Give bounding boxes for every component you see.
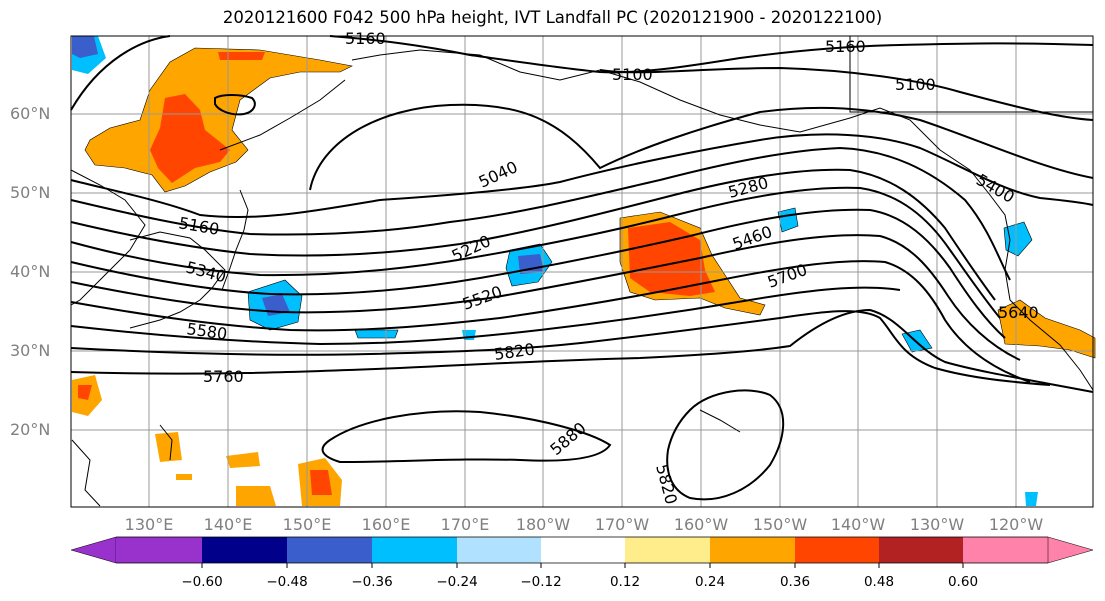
lat-label-30n: 30°N [10,341,51,360]
colorbar-tick-label: −0.48 [266,574,308,590]
contour-label: 5400 [973,170,1018,207]
contour-label: 5640 [998,303,1039,322]
contour-label: 5520 [460,282,505,314]
lon-label: 170°W [594,515,650,534]
lon-label: 140°W [830,515,886,534]
contour-label: 5820 [493,339,536,363]
colorbar-tick-label: −0.36 [351,574,393,590]
colorbar-tick-label: −0.60 [181,574,223,590]
lon-label: 150°E [282,515,332,534]
colorbar-tick-label: 0.36 [779,574,811,590]
contour-label: 5280 [726,173,770,202]
strong-region-central-pacific [628,222,715,296]
contour-label: 5100 [612,65,653,84]
contour-label: 5460 [730,222,775,254]
colorbar-bin [116,537,202,563]
graticule [71,36,1093,507]
lat-label-60n: 60°N [10,104,51,123]
lat-label-20n: 20°N [10,420,51,439]
contour-label: 5220 [449,231,494,265]
contour-label: 5760 [203,367,244,386]
colorbar-tick-label: −0.24 [436,574,478,590]
contour-label: 5040 [476,157,521,191]
contour-label: 5160 [345,29,386,48]
colorbar-bin [879,537,963,563]
lon-label: 140°E [203,515,253,534]
colorbar-tick-label: 0.60 [947,574,979,590]
contour-label: 5160 [825,37,866,56]
lon-label: 130°W [909,515,965,534]
colorbar-bin [541,537,625,563]
colorbar-tick-label: 0.12 [609,574,641,590]
lon-label: 180°W [515,515,571,534]
strong-region-northeast-asia [150,94,230,183]
lon-label: 130°E [124,515,174,534]
contour-label: 5700 [765,260,810,292]
colorbar-extend-left [70,536,117,564]
height-contours [70,35,1094,501]
contour-label: 5820 [652,462,681,506]
colorbar-bin [710,537,795,563]
contour-label: 5340 [184,258,228,287]
colorbar-bin [202,537,287,563]
colorbar-bin [457,537,541,563]
lat-label-40n: 40°N [10,262,51,281]
lon-label: 160°W [673,515,729,534]
colorbar-bin [372,537,457,563]
colorbar-tick-label: 0.24 [694,574,726,590]
colorbar-bin [963,537,1048,563]
colorbar-tick-label: 0.48 [863,574,895,590]
colorbar-tick-label: −0.12 [520,574,562,590]
colorbar [70,536,1094,568]
positive-region-northeast-asia [84,47,353,193]
contour-label: 5580 [185,319,228,343]
map-title: 2020121600 F042 500 hPa height, IVT Land… [222,8,883,27]
lon-label: 150°W [752,515,808,534]
colorbar-bin [625,537,710,563]
colorbar-extend-right [1047,536,1094,564]
lon-label: 160°E [361,515,411,534]
colorbar-bin [795,537,879,563]
lat-label-50n: 50°N [10,183,51,202]
ivt-shading [72,36,1096,506]
colorbar-bin [287,537,372,563]
map-frame [70,35,1094,508]
lon-label: 120°W [988,515,1044,534]
lon-label: 170°E [440,515,490,534]
positive-region-california [997,299,1096,359]
contour-label: 5100 [895,75,936,94]
coastlines [70,36,1094,507]
